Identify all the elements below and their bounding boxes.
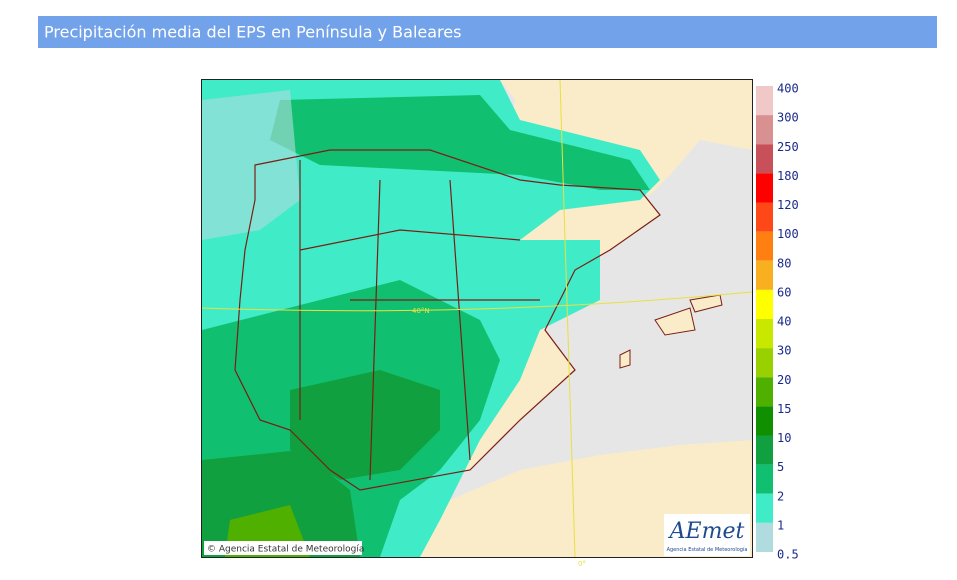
legend-label: 1 — [777, 518, 784, 532]
legend-label: 2 — [777, 489, 784, 503]
grid-label: 40°N — [412, 307, 430, 315]
legend-swatch — [756, 144, 773, 174]
legend-label: 40 — [777, 315, 791, 329]
legend-swatch — [756, 289, 773, 319]
legend-swatch — [756, 115, 773, 145]
map-frame — [201, 79, 753, 558]
legend-label: 400 — [777, 82, 799, 96]
legend-label: 20 — [777, 373, 791, 387]
legend-label: 120 — [777, 198, 799, 212]
legend-label: 0.5 — [777, 548, 799, 562]
legend-swatch — [756, 406, 773, 436]
legend-swatch — [756, 202, 773, 232]
legend-label: 30 — [777, 344, 791, 358]
legend-label: 100 — [777, 227, 799, 241]
legend: 400 300 250 180 120 100 80 60 40 30 20 15 10 5 2 1 0.5 — [756, 82, 799, 562]
legend-swatch — [756, 173, 773, 203]
legend-label: 10 — [777, 431, 791, 445]
legend-swatch — [756, 348, 773, 378]
legend-swatch — [756, 522, 773, 552]
logo-subtitle: Agencia Estatal de Meteorología — [667, 546, 748, 553]
legend-swatch — [756, 260, 773, 290]
header-title: Precipitación media del EPS en Península… — [44, 23, 461, 42]
legend-swatch — [756, 435, 773, 465]
copyright: © Agencia Estatal de Meteorología — [207, 545, 364, 555]
legend-label: 300 — [777, 111, 799, 125]
legend-label: 250 — [777, 140, 799, 154]
legend-label: 180 — [777, 169, 799, 183]
legend-swatch — [756, 493, 773, 523]
legend-swatch — [756, 319, 773, 349]
header-bar — [38, 16, 937, 48]
legend-swatch — [756, 464, 773, 494]
legend-label: 80 — [777, 256, 791, 270]
legend-label: 5 — [777, 460, 784, 474]
legend-swatch — [756, 231, 773, 261]
map: 40°N © Agencia Estatal de Meteorología A… — [202, 80, 752, 557]
logo-name: AEmet — [668, 519, 745, 544]
legend-label: 15 — [777, 402, 791, 416]
legend-swatch — [756, 86, 773, 116]
legend-label: 60 — [777, 285, 791, 299]
legend-swatch — [756, 377, 773, 407]
grid-label: 0° — [578, 560, 586, 568]
